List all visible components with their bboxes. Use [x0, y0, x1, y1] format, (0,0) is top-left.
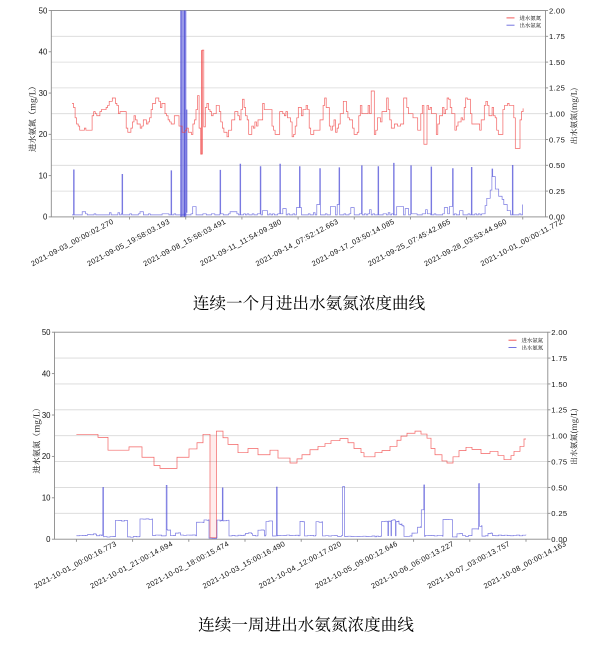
- svg-text:1.50: 1.50: [549, 58, 565, 67]
- svg-text:30: 30: [42, 411, 51, 420]
- svg-text:2.00: 2.00: [551, 328, 567, 337]
- svg-text:0.50: 0.50: [549, 161, 565, 170]
- svg-text:40: 40: [42, 369, 51, 378]
- svg-text:0.75: 0.75: [549, 135, 565, 144]
- svg-text:1.00: 1.00: [549, 110, 565, 119]
- svg-text:0: 0: [43, 213, 48, 222]
- svg-text:1.25: 1.25: [551, 406, 567, 415]
- svg-text:1.75: 1.75: [549, 32, 565, 41]
- svg-text:1.75: 1.75: [551, 354, 567, 363]
- svg-text:10: 10: [42, 494, 51, 503]
- svg-text:1.00: 1.00: [551, 432, 567, 441]
- svg-text:0.25: 0.25: [549, 187, 565, 196]
- svg-text:2.00: 2.00: [549, 6, 565, 15]
- svg-text:30: 30: [39, 89, 48, 98]
- svg-text:0.00: 0.00: [549, 213, 565, 222]
- svg-text:50: 50: [39, 6, 48, 15]
- svg-text:0.00: 0.00: [551, 535, 567, 544]
- svg-text:0.75: 0.75: [551, 457, 567, 466]
- svg-text:50: 50: [42, 328, 51, 337]
- svg-text:20: 20: [39, 130, 48, 139]
- svg-text:0.50: 0.50: [551, 483, 567, 492]
- svg-text:1.25: 1.25: [549, 84, 565, 93]
- svg-text:0.25: 0.25: [551, 509, 567, 518]
- svg-text:20: 20: [42, 452, 51, 461]
- svg-text:0: 0: [46, 535, 51, 544]
- svg-text:10: 10: [39, 171, 48, 180]
- svg-text:1.50: 1.50: [551, 380, 567, 389]
- svg-text:40: 40: [39, 48, 48, 57]
